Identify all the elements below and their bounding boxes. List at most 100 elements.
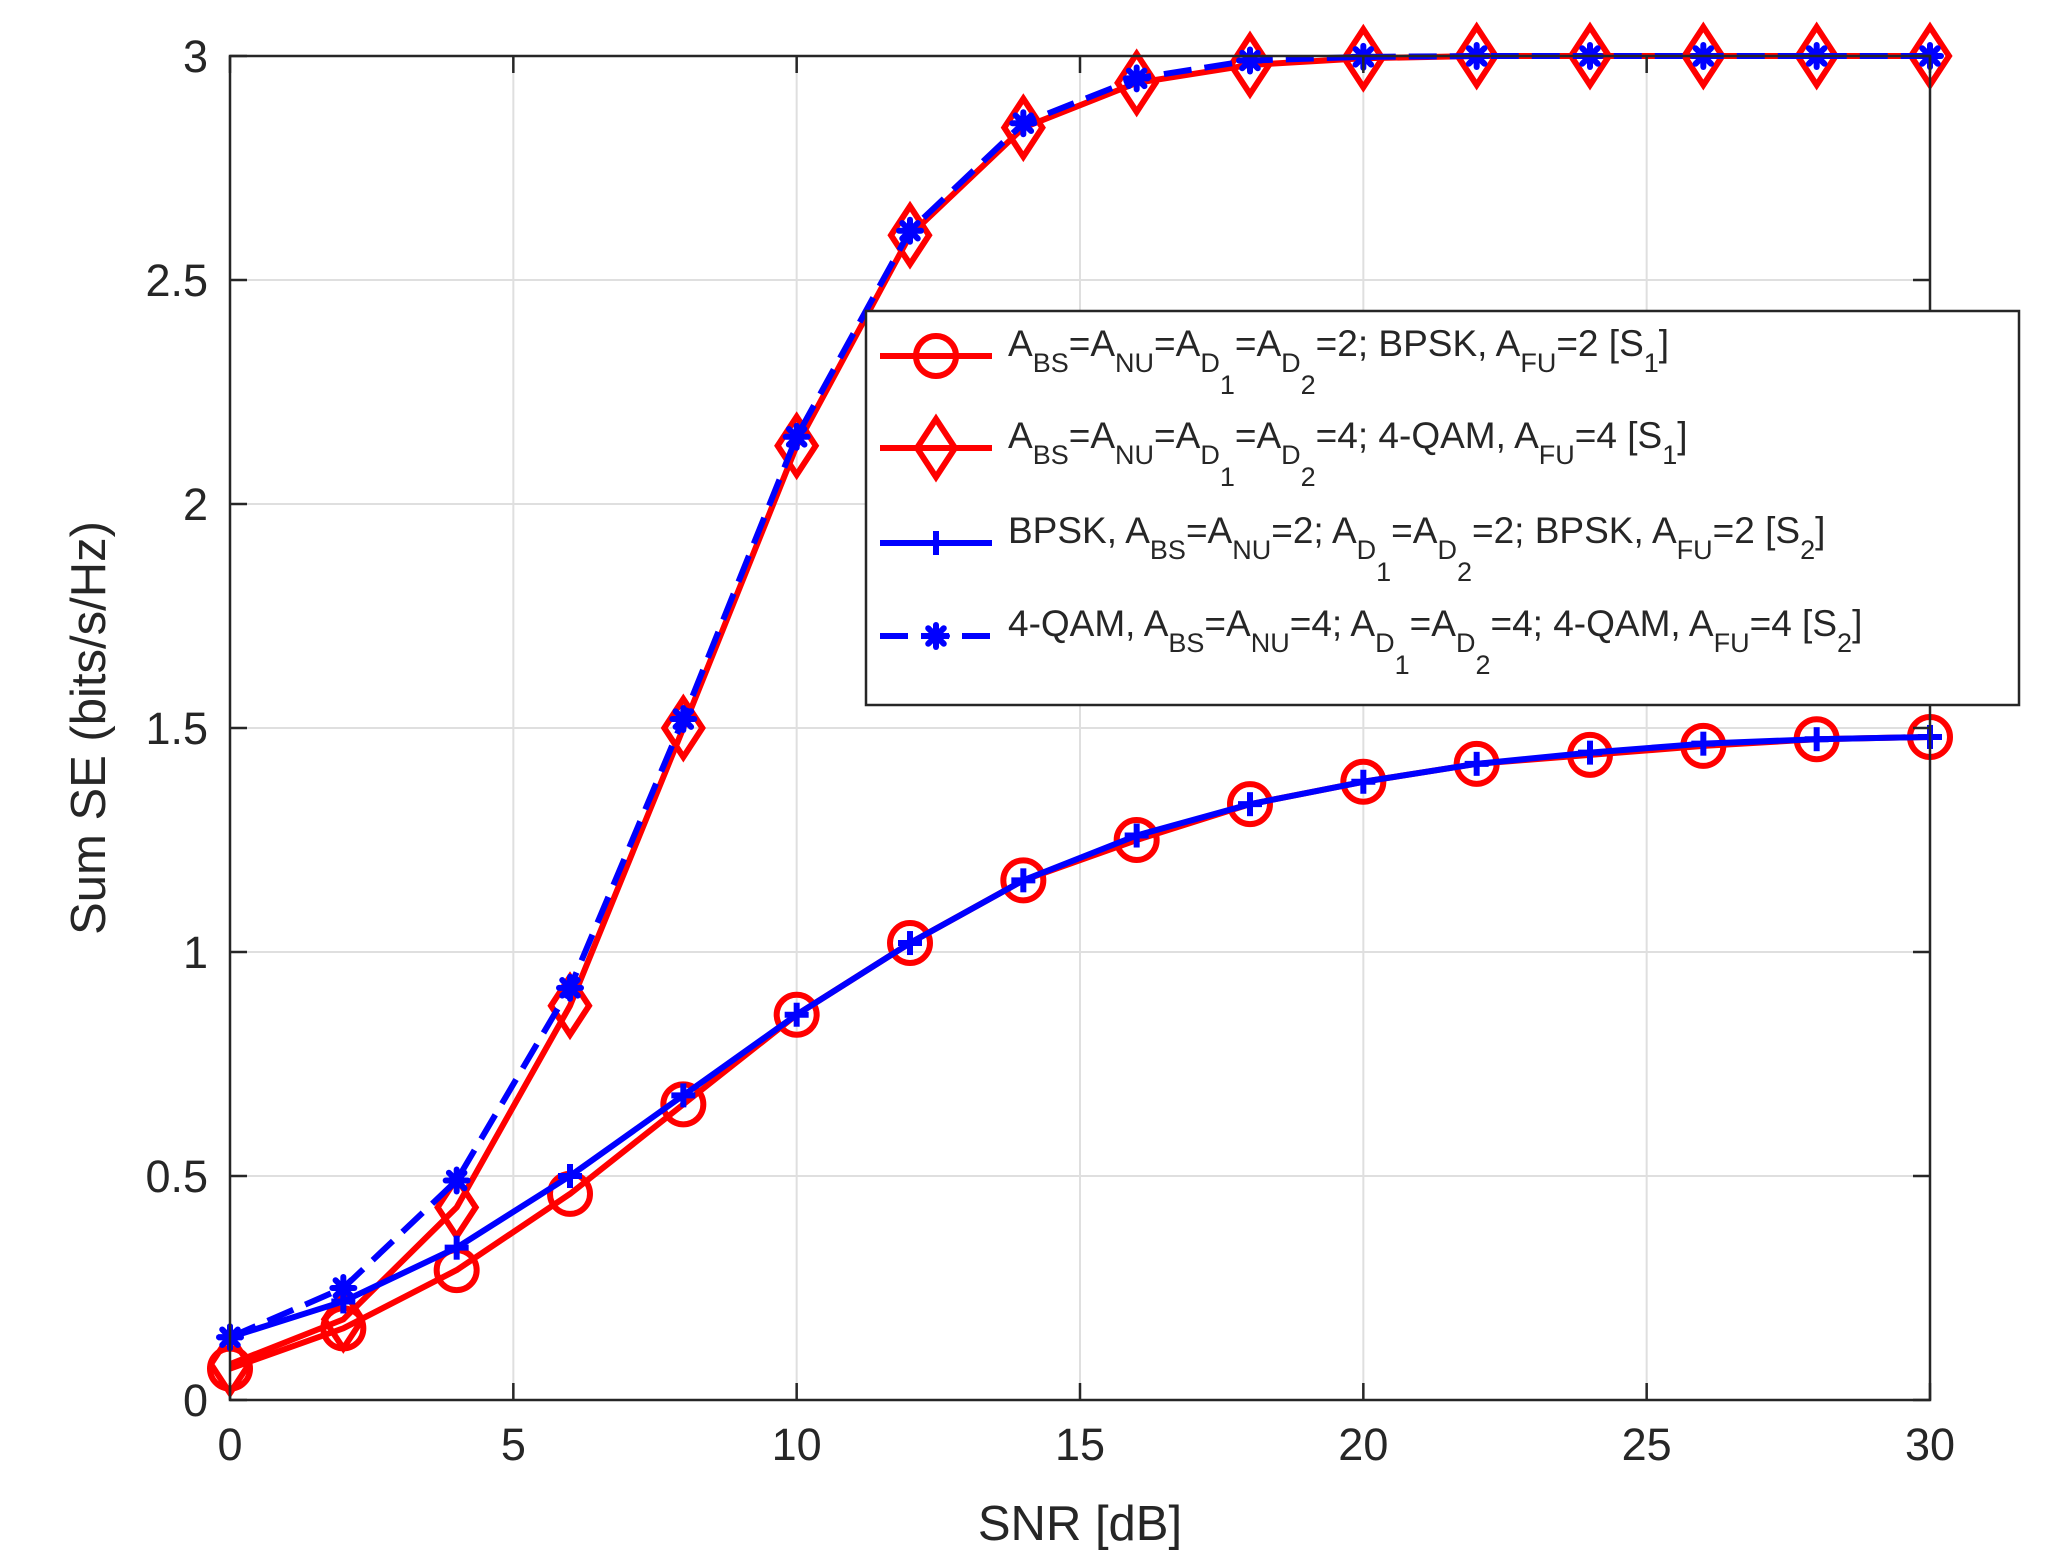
asterisk-marker [922,622,950,650]
legend-entry-s1-4qam: ABS=ANU=AD1=AD2=4; 4-QAM, AFU=4 [S1] [880,413,1688,492]
plus-marker [1351,769,1376,794]
x-axis-label: SNR [dB] [978,1497,1182,1551]
plus-marker [1238,792,1262,817]
diamond-marker [887,200,933,270]
diamond-marker [320,1284,366,1354]
legend-text-part: =A [1235,323,1282,364]
diamond-marker [1567,21,1613,91]
legend-label: ABS=ANU=AD1=AD2=2; BPSK, AFU=2 [S1] [1008,323,1669,400]
legend-text-part: =2; BPSK, A [1316,323,1521,364]
x-tick-label: 30 [1905,1419,1955,1470]
asterisk-marker [556,973,584,1002]
series-s2-bpsk [218,724,1942,1350]
legend-label: ABS=ANU=AD1=AD2=4; 4-QAM, AFU=4 [S1] [1008,415,1688,492]
asterisk-marker [329,1274,358,1302]
legend-subscript: D [1281,348,1301,378]
asterisk-marker [896,216,924,245]
legend-subscript: 1 [1220,462,1235,492]
legend-subscript: BS [1033,440,1069,470]
diamond-marker [913,413,959,483]
plus-marker [924,531,948,555]
legend-text-part: =2; A [1271,510,1357,551]
legend-text-part: =4 [S [1575,415,1662,456]
axis-ticks: 0 5 10 15 20 25 30 0 0.5 1 1.5 2 2.5 3 [145,31,1955,1470]
legend-subscript: 2 [1475,650,1490,680]
x-tick-label: 10 [772,1419,822,1470]
y-tick-label: 0 [183,1375,208,1426]
plus-marker [558,1164,582,1188]
diamond-marker [1000,93,1046,163]
legend: ABS=ANU=AD1=AD2=2; BPSK, AFU=2 [S1]ABS=A… [864,309,2021,707]
legend-subscript: NU [1232,535,1271,565]
legend-subscript: NU [1115,440,1154,470]
plus-marker [1124,823,1149,848]
y-tick-label: 1.5 [145,703,208,754]
plus-marker [1804,727,1829,752]
legend-subscript: FU [1714,628,1750,658]
plus-marker [1464,751,1489,776]
legend-text-part: =A [1186,510,1233,551]
circle-marker [1227,781,1273,828]
asterisk-marker [442,1166,471,1195]
legend-text-part: =4 [S [1750,603,1837,644]
legend-subscript: 2 [1301,462,1316,492]
plus-marker [898,931,922,956]
legend-text-part: BPSK, A [1008,510,1150,551]
plus-marker [671,1083,696,1108]
diamond-marker [1794,21,1840,91]
x-tick-label: 20 [1338,1419,1388,1470]
legend-subscript: 1 [1376,557,1391,587]
y-tick-label: 3 [183,31,208,82]
legend-entry-s2-bpsk: BPSK, ABS=ANU=2; AD1=AD2=2; BPSK, AFU=2 … [880,510,1825,587]
y-tick-label: 2 [183,479,208,530]
legend-text-part: ] [1659,323,1669,364]
diamond-marker [1454,21,1500,91]
legend-subscript: 2 [1457,557,1472,587]
y-tick-label: 1 [183,927,208,978]
legend-text-part: ] [1815,510,1825,551]
diamond-marker [1680,21,1726,91]
legend-subscript: FU [1520,348,1556,378]
legend-subscript: D [1375,628,1395,658]
legend-text-part: =A [1235,415,1282,456]
legend-text-part: =4; 4-QAM, A [1490,603,1713,644]
x-tick-label: 15 [1055,1419,1105,1470]
series-line-s2-bpsk [229,733,1931,1341]
legend-subscript: BS [1150,535,1186,565]
legend-label: BPSK, ABS=ANU=2; AD1=AD2=2; BPSK, AFU=2 … [1008,510,1825,587]
x-tick-label: 25 [1622,1419,1672,1470]
legend-subscript: 2 [1301,370,1316,400]
legend-subscript: 1 [1644,348,1659,378]
legend-subscript: D [1281,440,1301,470]
legend-subscript: FU [1677,535,1713,565]
diamond-marker [1340,23,1386,93]
asterisk-marker [1009,109,1038,138]
legend-text-part: =A [1410,603,1457,644]
legend-entry-s1-bpsk: ABS=ANU=AD1=AD2=2; BPSK, AFU=2 [S1] [880,323,1669,400]
legend-text-part: =A [1069,323,1116,364]
legend-text-part: 4-QAM, A [1008,603,1169,644]
asterisk-marker [1122,64,1151,93]
y-tick-label: 2.5 [145,255,208,306]
y-axis-label: Sum SE (bits/s/Hz) [62,521,116,935]
legend-subscript: D [1437,535,1457,565]
legend-text-part: =4; 4-QAM, A [1316,415,1539,456]
x-tick-label: 0 [217,1419,242,1470]
legend-subscript: NU [1251,628,1290,658]
legend-subscript: D [1357,535,1377,565]
legend-box [864,309,2021,707]
circle-marker [1340,758,1387,805]
circle-marker [913,333,959,379]
plus-marker [444,1235,469,1260]
legend-subscript: 1 [1395,650,1410,680]
asterisk-marker [669,705,698,734]
legend-text-part: =A [1204,603,1251,644]
circle-marker [887,920,933,967]
asterisk-marker [782,422,811,451]
legend-subscript: D [1200,440,1220,470]
legend-subscript: 2 [1800,535,1815,565]
legend-text-part: ] [1677,415,1687,456]
legend-text-part: =A [1069,415,1116,456]
legend-subscript: NU [1115,348,1154,378]
series-line-s2-4qam [228,53,1930,1341]
